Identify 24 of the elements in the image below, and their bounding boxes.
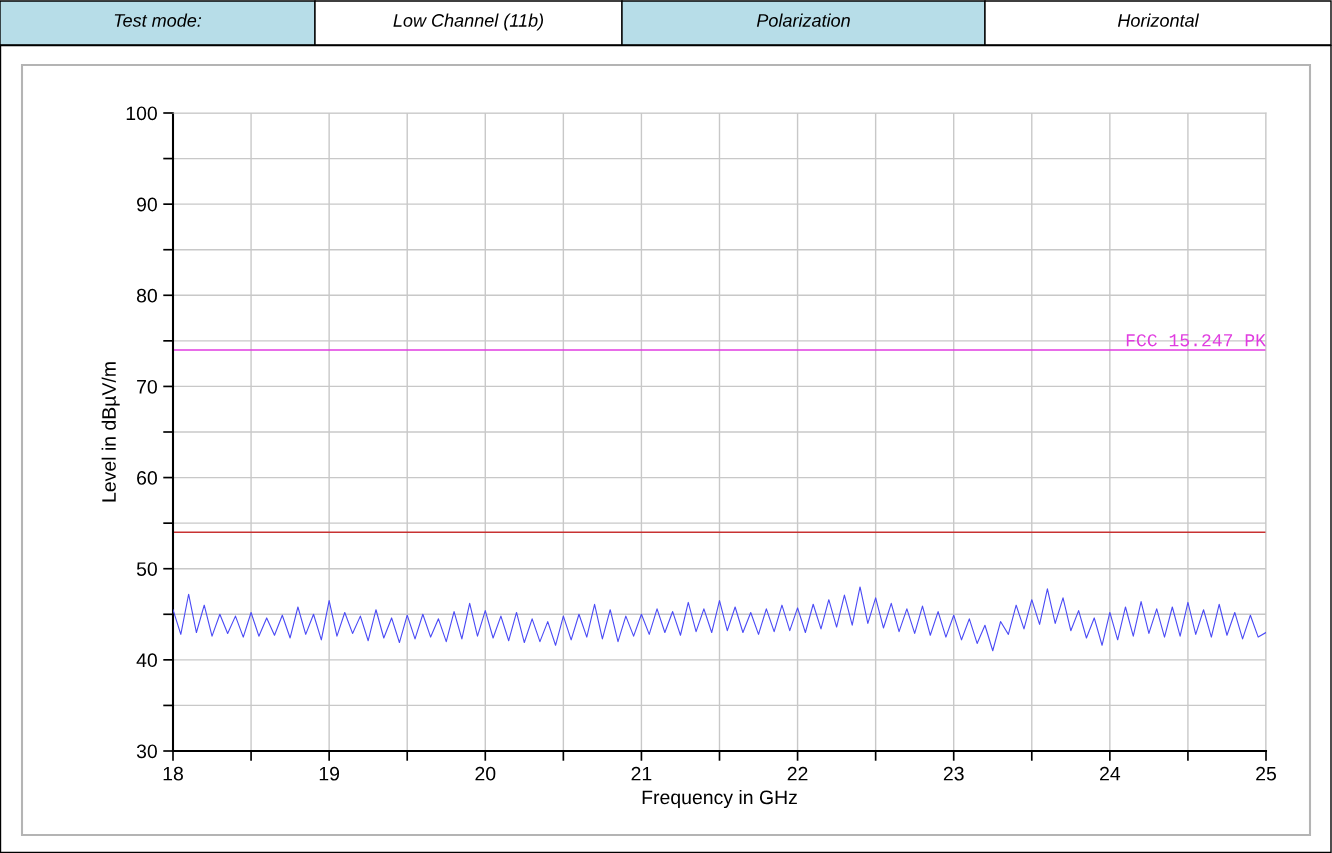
y-axis-title: Level in dBµV/m [101, 362, 120, 502]
ref-line-label: FCC 15.247 PK [1126, 334, 1266, 347]
y-tick-label: 80 [136, 288, 157, 303]
y-tick-label: 70 [137, 379, 157, 394]
text: Polarization [756, 13, 850, 27]
y-tick-label: 40 [136, 653, 157, 668]
x-tick-label: 20 [475, 766, 496, 781]
x-tick-label: 22 [787, 766, 808, 781]
x-axis-title: Frequency in GHz [642, 789, 797, 809]
x-tick-label: 25 [1256, 766, 1276, 781]
x-tick-label: 18 [163, 766, 183, 781]
text: Low Channel (11b) [393, 13, 544, 31]
y-tick-label: 50 [136, 562, 157, 576]
x-tick-label: 23 [943, 766, 964, 781]
y-tick-label: 90 [137, 197, 157, 212]
y-tick-label: 30 [136, 744, 157, 759]
y-tick-label: 60 [137, 471, 157, 485]
y-tick-label: 100 [126, 106, 157, 121]
x-tick-label: 21 [631, 766, 652, 781]
text: Horizontal [1117, 13, 1200, 27]
line-series [173, 586, 1266, 652]
x-tick-label: 19 [319, 766, 340, 781]
x-tick-label: 24 [1100, 766, 1121, 781]
text: Test mode: [114, 13, 202, 27]
